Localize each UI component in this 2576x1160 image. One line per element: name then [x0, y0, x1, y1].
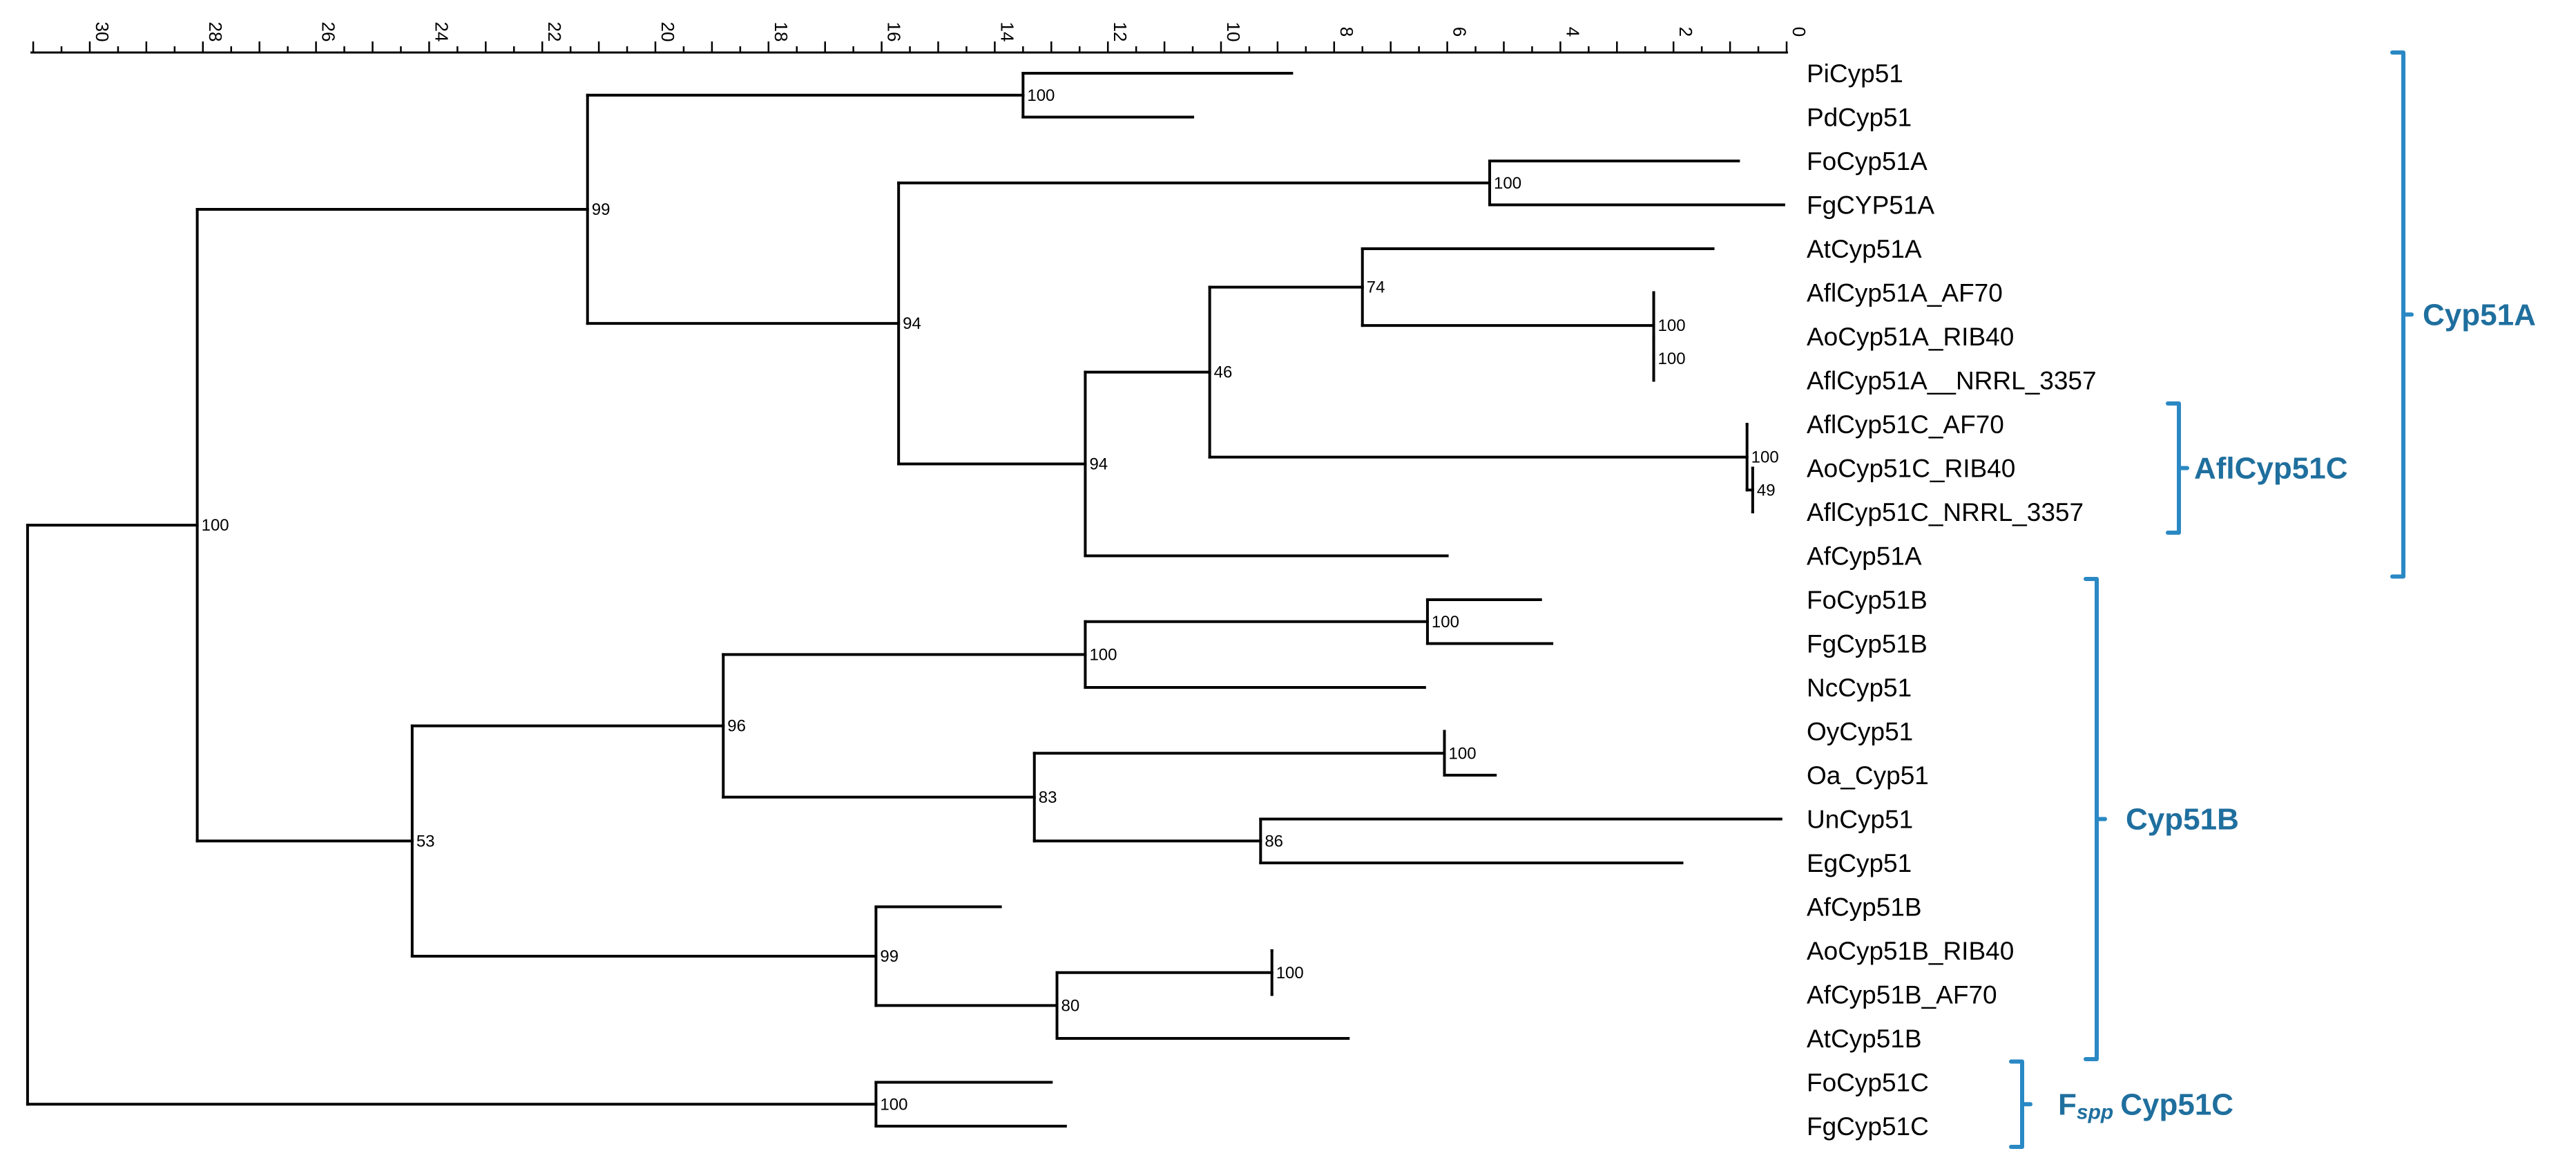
bootstrap-value: 100: [1089, 645, 1117, 664]
taxon-labels: PiCyp51 PdCyp51 FoCyp51A FgCYP51A AtCyp51A Af…: [1807, 59, 2097, 1141]
bootstrap-value: 86: [1265, 832, 1283, 850]
bootstrap-value: 100: [1449, 744, 1477, 763]
clade-label: Fspp Cyp51C: [2058, 1087, 2233, 1123]
taxon-label: AoCyp51A_RIB40: [1807, 323, 2014, 351]
tree-branches: [26, 72, 1785, 1128]
clade-bracket: [2390, 50, 2414, 579]
axis-tick-label: 22: [544, 22, 565, 42]
axis-tick-label: 4: [1562, 27, 1583, 37]
taxon-label: EgCyp51: [1807, 849, 1912, 877]
taxon-label: AflCyp51A_AF70: [1807, 279, 2003, 307]
taxon-label: AtCyp51A: [1807, 235, 1922, 263]
axis-tick-label: 28: [205, 22, 226, 42]
taxon-label: Oa_Cyp51: [1807, 761, 1929, 790]
axis-tick-label: 12: [1110, 22, 1131, 42]
taxon-label: AfCyp51B: [1807, 893, 1922, 922]
bootstrap-value: 46: [1214, 363, 1233, 382]
bootstrap-value: 100: [1658, 350, 1686, 368]
bootstrap-value: 83: [1039, 788, 1057, 807]
bootstrap-values: 100 100 100 100 74 49 100 46 94 94 99 100 100 100 86 83…: [202, 86, 1779, 1114]
bootstrap-value: 99: [592, 200, 611, 219]
clade-brackets: Cyp51A AflCyp51C Cyp51B Fspp Cyp51C: [2009, 50, 2536, 1149]
axis-tick-label: 30: [92, 22, 113, 42]
taxon-label: FoCyp51A: [1807, 147, 1928, 175]
clade-bracket: [2166, 401, 2189, 535]
clade-label-subscript: spp: [2077, 1101, 2113, 1123]
taxon-label: AfCyp51A: [1807, 542, 1922, 571]
bootstrap-value: 96: [727, 717, 746, 736]
clade-label: AflCyp51C: [2194, 452, 2348, 486]
taxon-label: FoCyp51B: [1807, 586, 1928, 614]
bootstrap-value: 100: [1432, 613, 1459, 631]
taxon-label: AflCyp51C_AF70: [1807, 410, 2004, 439]
bootstrap-value: 94: [903, 314, 921, 333]
taxon-label: AflCyp51C_NRRL_3357: [1807, 498, 2084, 526]
clade-label: Cyp51B: [2126, 803, 2239, 837]
clade-bracket: [2009, 1059, 2032, 1149]
bootstrap-value: 100: [1751, 448, 1779, 467]
axis-tick-label: 14: [997, 22, 1017, 42]
taxon-label: NcCyp51: [1807, 674, 1912, 702]
axis-tick-label: 16: [884, 22, 905, 42]
bootstrap-value: 80: [1061, 996, 1079, 1015]
bootstrap-value: 94: [1089, 455, 1108, 474]
taxon-label: UnCyp51: [1807, 806, 1913, 834]
axis-tick-label: 6: [1450, 27, 1470, 37]
axis-tick-label: 20: [657, 22, 678, 42]
taxon-label: FgCYP51A: [1807, 191, 1934, 220]
bootstrap-value: 100: [202, 516, 229, 535]
bootstrap-value: 99: [880, 947, 898, 966]
taxon-label: AoCyp51C_RIB40: [1807, 455, 2015, 483]
taxon-label: PiCyp51: [1807, 59, 1903, 88]
bootstrap-value: 100: [880, 1095, 907, 1114]
axis-tick-label: 10: [1223, 22, 1244, 42]
taxon-label: OyCyp51: [1807, 718, 1913, 746]
bootstrap-value: 100: [1658, 316, 1686, 335]
bootstrap-value: 49: [1757, 481, 1776, 500]
bootstrap-value: 100: [1276, 964, 1304, 982]
clade-bracket: [2084, 577, 2107, 1061]
taxon-label: FgCyp51B: [1807, 630, 1928, 658]
taxon-label: AfCyp51B_AF70: [1807, 981, 1997, 1009]
axis-tick-label: 0: [1789, 27, 1809, 37]
axis-tick-label: 2: [1675, 27, 1696, 37]
axis-tick-label: 24: [431, 22, 452, 42]
taxon-label: FgCyp51C: [1807, 1112, 1929, 1141]
clade-label-prefix: F: [2058, 1087, 2077, 1121]
axis-tick-label: 26: [318, 22, 339, 42]
taxon-label: AtCyp51B: [1807, 1025, 1922, 1053]
taxon-label: AoCyp51B_RIB40: [1807, 937, 2014, 965]
bootstrap-value: 100: [1494, 174, 1521, 193]
bootstrap-value: 74: [1367, 278, 1385, 297]
clade-label: Cyp51A: [2423, 298, 2536, 332]
taxon-label: PdCyp51: [1807, 104, 1912, 132]
taxon-label: AflCyp51A__NRRL_3357: [1807, 367, 2097, 395]
bootstrap-value: 100: [1027, 86, 1055, 105]
bootstrap-value: 53: [416, 832, 435, 850]
axis-tick-label: 18: [771, 22, 791, 42]
taxon-label: FoCyp51C: [1807, 1069, 1929, 1097]
clade-label-name: Cyp51C: [2120, 1087, 2233, 1121]
axis-tick-label: 8: [1336, 27, 1357, 37]
distance-axis: 30 28 26 24 22 20 18 16 14 12 10 8 6 4 2 0: [30, 22, 1809, 54]
